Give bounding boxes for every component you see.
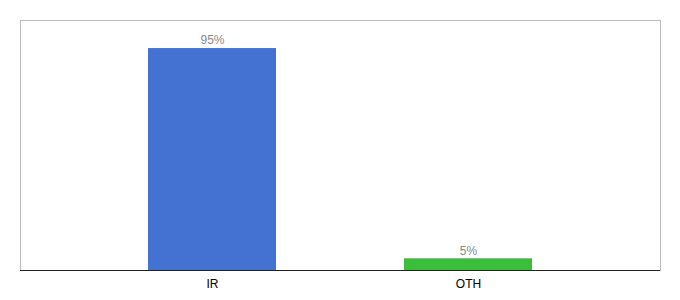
svg-text:95%: 95%	[200, 33, 224, 47]
svg-text:5%: 5%	[460, 244, 478, 258]
svg-text:IR: IR	[207, 277, 219, 291]
svg-text:OTH: OTH	[456, 277, 481, 291]
